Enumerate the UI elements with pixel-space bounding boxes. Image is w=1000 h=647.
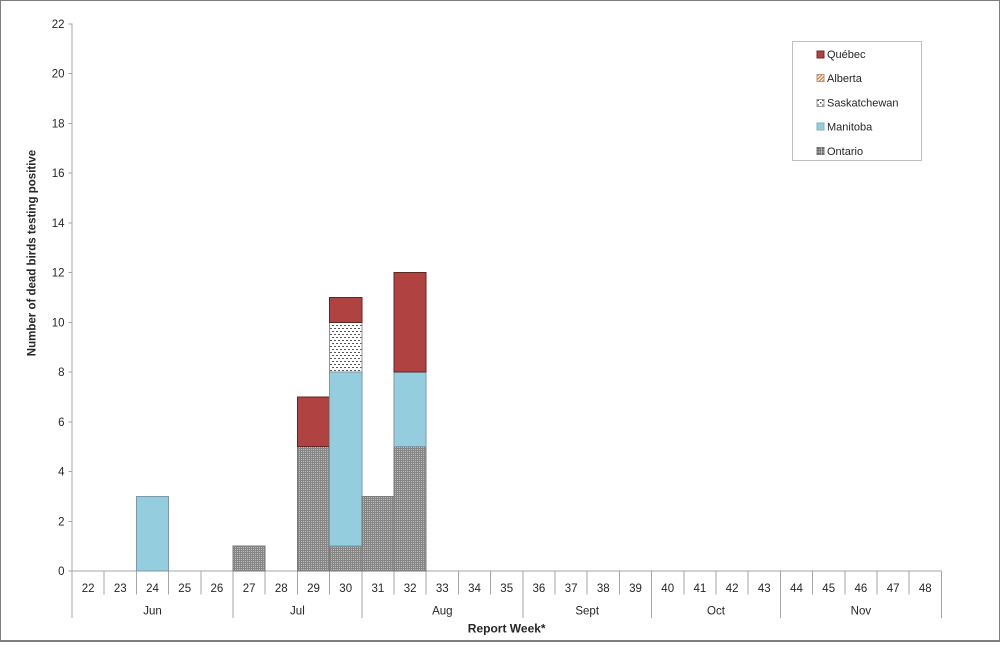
svg-text:Nov: Nov [851,606,872,618]
svg-text:Jun: Jun [143,606,162,618]
svg-text:22: 22 [82,583,95,595]
svg-text:30: 30 [339,583,352,595]
svg-text:45: 45 [822,583,835,595]
svg-text:Alberta: Alberta [827,73,863,85]
svg-text:12: 12 [52,268,65,280]
svg-text:Sept: Sept [575,606,599,618]
svg-text:38: 38 [597,583,610,595]
svg-text:46: 46 [855,583,868,595]
svg-text:42: 42 [726,583,739,595]
svg-text:Aug: Aug [432,606,452,618]
svg-text:18: 18 [52,118,65,130]
svg-text:2: 2 [58,516,64,528]
svg-text:25: 25 [178,583,191,595]
svg-text:Manitoba: Manitoba [827,121,873,133]
svg-text:34: 34 [468,583,481,595]
svg-text:Ontario: Ontario [827,146,863,158]
svg-text:24: 24 [146,583,159,595]
svg-text:Saskatchewan: Saskatchewan [827,98,899,110]
svg-text:36: 36 [533,583,546,595]
svg-text:8: 8 [58,367,64,379]
svg-text:32: 32 [404,583,417,595]
svg-text:14: 14 [52,218,65,230]
svg-text:23: 23 [114,583,127,595]
svg-text:29: 29 [307,583,320,595]
svg-text:Number of dead birds testing p: Number of dead birds testing positive [27,150,39,356]
svg-text:39: 39 [629,583,642,595]
svg-text:35: 35 [500,583,513,595]
svg-text:Québec: Québec [827,49,866,61]
svg-text:Oct: Oct [707,606,726,618]
svg-text:20: 20 [52,69,65,81]
svg-text:6: 6 [58,417,64,429]
svg-text:41: 41 [694,583,707,595]
svg-text:22: 22 [52,19,65,31]
svg-text:47: 47 [887,583,900,595]
svg-text:33: 33 [436,583,449,595]
svg-text:43: 43 [758,583,771,595]
svg-text:16: 16 [52,168,65,180]
svg-text:Report Week*: Report Week* [468,622,546,636]
svg-text:44: 44 [790,583,803,595]
svg-text:31: 31 [372,583,385,595]
svg-text:48: 48 [919,583,932,595]
svg-text:27: 27 [243,583,256,595]
svg-text:4: 4 [58,467,65,479]
svg-text:Jul: Jul [290,606,305,618]
svg-text:0: 0 [58,566,64,578]
svg-text:26: 26 [211,583,224,595]
svg-text:37: 37 [565,583,578,595]
svg-text:28: 28 [275,583,288,595]
svg-text:10: 10 [52,317,65,329]
svg-text:40: 40 [661,583,674,595]
